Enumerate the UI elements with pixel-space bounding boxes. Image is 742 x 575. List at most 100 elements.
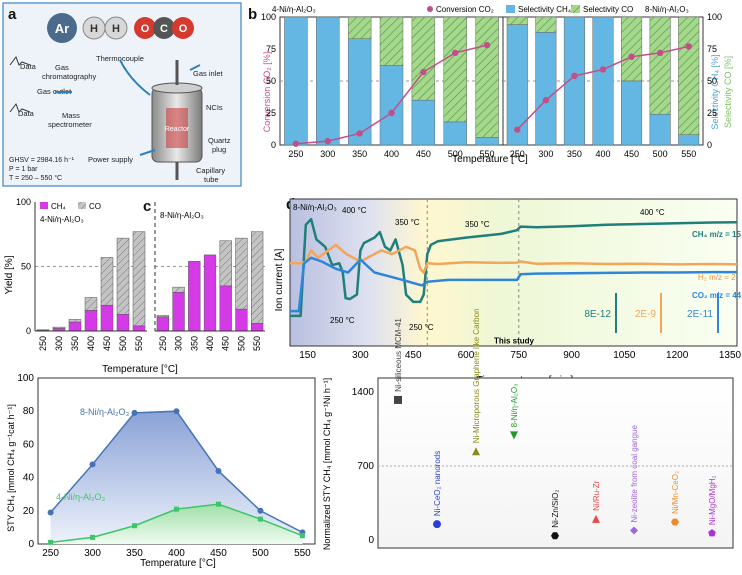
f-marker-1 <box>433 520 441 529</box>
panel-c-ylabel: Yield [%] <box>4 255 15 294</box>
panel-c-chart: c CH₄ CO 4-Ni/η-Al₂O₃ 8-Ni/η-Al₂O₃ Yield… <box>4 197 265 375</box>
c-ytick-50: 50 <box>21 262 31 272</box>
f-ytick-700: 700 <box>357 461 374 472</box>
b-ytick-left-100: 100 <box>261 12 276 22</box>
panel-b-title-left: 4-Ni/η-Al₂O₃ <box>272 5 316 14</box>
b-left-xtick-350: 350 <box>352 149 367 159</box>
e-8ni-point-400 <box>173 408 180 415</box>
b-left-ch4-bar-350 <box>347 38 372 146</box>
b-ytick-right-25: 25 <box>707 108 717 118</box>
power-supply-label: Power supply <box>88 155 133 164</box>
f-marker-6 <box>630 526 638 535</box>
d-title: 8-Ni/η-Al₂O₃ <box>293 203 337 212</box>
b-right-ch4-bar-500 <box>649 114 671 146</box>
f-marker-8 <box>708 529 716 537</box>
e-8ni-point-300 <box>89 461 96 468</box>
b-left-ch4-bar-500 <box>443 121 467 146</box>
b-left-xtick-500: 500 <box>448 149 463 159</box>
legend-co-c-swatch <box>78 202 86 209</box>
f-ytick-0: 0 <box>368 535 374 546</box>
d-scalebar-label-2: 2E-11 <box>687 309 713 320</box>
c-right-ch4-bar-250 <box>156 316 169 332</box>
f-marker-2 <box>472 447 480 456</box>
panel-b-right-plot: 250 300 350 400 450 500 550 0 25 50 75 100 <box>502 12 722 159</box>
panel-b-legend: Conversion CO₂ Selectivity CH₄ Selectivi… <box>427 5 633 14</box>
b-right-co-bar-450 <box>621 16 643 82</box>
legend-ch4-c: CH₄ <box>51 202 66 211</box>
b-left-ch4-bar-300 <box>316 16 340 146</box>
b-ytick-right-75: 75 <box>707 44 717 54</box>
e-4ni-point-350 <box>132 523 138 529</box>
panel-f-ylabel: Normalized STY CH₄ [mmol CH₄ g⁻¹Ni h⁻¹] <box>322 378 332 550</box>
panel-c-title-right: 8-Ni/η-Al₂O₃ <box>160 211 204 220</box>
argon-label: Ar <box>55 21 69 36</box>
e-xtick-550: 550 <box>294 548 311 559</box>
c-left-ch4-bar-550 <box>132 325 146 332</box>
b-ytick-left-50: 50 <box>266 76 276 86</box>
hydrogen-label-1: H <box>90 23 98 35</box>
b-left-ch4-bar-250 <box>284 16 308 146</box>
condition-ghsv: GHSV = 2984.16 h⁻¹ <box>9 157 75 164</box>
e-xtick-400: 400 <box>168 548 185 559</box>
c-left-co-bar-500 <box>116 237 130 315</box>
b-left-xtick-450: 450 <box>416 149 431 159</box>
panel-b-ylabel-right-2: Selectivity CO [%] <box>723 56 733 128</box>
f-marker-4 <box>551 532 559 540</box>
d-annotation-t400a: 400 °C <box>342 206 367 215</box>
c-right-xtick-550: 550 <box>252 336 262 351</box>
reactor-label: Reactor <box>165 126 190 133</box>
legend-ch4-c-swatch <box>40 202 48 209</box>
c-left-xtick-500: 500 <box>118 336 128 351</box>
e-ytick-100: 100 <box>17 373 34 384</box>
legend-co-c: CO <box>89 202 101 211</box>
panel-d-chart: d Ion current [A] Time on stream [min.] … <box>274 196 742 386</box>
b-left-conversion-point-400 <box>388 109 395 117</box>
c-left-ch4-bar-400 <box>84 310 98 332</box>
b-right-co-bar-500 <box>649 16 671 115</box>
e-8ni-label: 8-Ni/η-Al₂O₃ <box>80 407 130 417</box>
legend-co: Selectivity CO <box>583 5 633 14</box>
legend-ch4: Selectivity CH₄ <box>518 5 571 14</box>
d-annotation-t400b: 400 °C <box>640 208 665 217</box>
e-4ni-point-250 <box>48 539 54 545</box>
legend-conversion-marker <box>427 6 433 12</box>
panel-d-ylabel: Ion current [A] <box>274 248 285 311</box>
c-left-co-bar-450 <box>100 257 114 306</box>
data-label-1: Data <box>20 62 37 71</box>
e-4ni-area <box>50 504 303 544</box>
ncts-label: NCIs <box>206 103 223 112</box>
b-right-conversion-point-550 <box>685 43 692 50</box>
panel-b-title-right: 8-Ni/η-Al₂O₃ <box>645 5 689 14</box>
d-ch4-line <box>290 217 738 318</box>
b-right-xtick-450: 450 <box>624 149 639 159</box>
c-right-co-bar-500 <box>235 237 248 310</box>
b-left-xtick-550: 550 <box>480 149 495 159</box>
c-left-ch4-bar-500 <box>116 313 130 332</box>
b-ytick-left-75: 75 <box>266 44 276 54</box>
d-xtick-900: 900 <box>563 350 580 361</box>
c-right-co-bar-450 <box>219 240 232 287</box>
c-left-co-bar-550 <box>132 231 146 327</box>
b-right-xtick-500: 500 <box>653 149 668 159</box>
c-left-ch4-bar-350 <box>68 321 82 332</box>
c-left-xtick-400: 400 <box>86 336 96 351</box>
d-xtick-1350: 1350 <box>719 350 742 361</box>
d-legend-co2: CO₂ m/z = 44 <box>692 291 742 300</box>
c-left-co-bar-300 <box>52 326 66 329</box>
capillary-label-2: tube <box>204 175 219 184</box>
f-label-4: Ni-Zn/SiO₂ <box>551 490 560 528</box>
f-marker-7 <box>671 518 679 526</box>
e-8ni-point-500 <box>257 507 264 514</box>
f-label-5: Ni/Ru-Zr <box>592 480 601 511</box>
c-right-ch4-bar-450 <box>219 285 232 332</box>
panel-b-left-plot: 250 300 350 400 450 500 550 0 25 50 75 100 <box>261 12 504 159</box>
b-left-ch4-bar-400 <box>379 65 404 146</box>
panel-b-letter: b <box>248 6 257 23</box>
e-ytick-0: 0 <box>28 539 34 550</box>
b-right-xtick-250: 250 <box>510 149 525 159</box>
c-left-co-bar-400 <box>84 297 98 311</box>
b-left-conversion-point-250 <box>292 140 300 147</box>
b-left-co-bar-500 <box>443 16 467 123</box>
panel-f-chart: f Normalized STY CH₄ [mmol CH₄ g⁻¹Ni h⁻¹… <box>322 308 734 550</box>
